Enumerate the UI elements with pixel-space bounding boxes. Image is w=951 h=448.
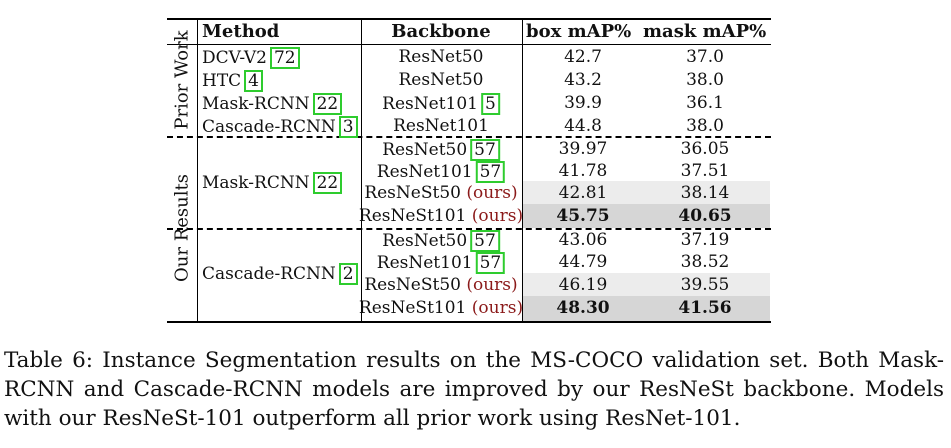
vline-backbone [522,19,523,322]
prior-mask-1: 38.0 [686,70,724,90]
prior-backbone-3: ResNet101 [393,116,489,136]
divider-mask-cascade [167,228,771,230]
cascade-mask-1: 38.52 [680,252,730,272]
table-caption: Table 6: Instance Segmentation results o… [4,348,944,431]
cascade-box-1: 44.79 [558,252,608,272]
prior-box-0: 42.7 [564,47,602,67]
mask-box-3: 45.75 [556,206,610,226]
cascade-mask-0: 37.19 [680,230,730,250]
cascade-rcnn-method: Cascade-RCNN 2 [202,263,358,285]
cascade-backbone-3: ResNeSt101 (ours) [358,298,524,318]
cascade-backbone-1: ResNet101 57 [377,252,506,274]
mask-mask-0: 36.05 [680,139,730,159]
prior-mask-0: 37.0 [686,47,724,67]
citation-link[interactable]: 4 [244,70,263,92]
mask-mask-1: 37.51 [680,161,730,181]
mask-mask-3: 40.65 [678,206,732,226]
mask-backbone-1: ResNet101 57 [377,161,506,183]
mask-rcnn-method: Mask-RCNN 22 [202,172,343,194]
citation-link[interactable]: 5 [480,93,500,115]
citation-link[interactable]: 57 [470,230,500,252]
prior-method-3: Cascade-RCNN 3 [202,116,358,138]
mask-box-2: 42.81 [558,183,608,203]
shade-cascade-resnest50 [522,273,770,296]
prior-backbone-1: ResNet50 [398,70,484,90]
header-box: box mAP% [526,21,632,42]
prior-box-1: 43.2 [564,70,602,90]
cascade-box-2: 46.19 [558,275,608,295]
prior-method-0: DCV-V2 72 [202,47,300,69]
shade-cascade-resnest101 [522,296,770,321]
citation-link[interactable]: 2 [338,263,358,285]
mask-backbone-2: ResNeSt50 (ours) [364,183,518,203]
prior-backbone-0: ResNet50 [398,47,484,67]
citation-link[interactable]: 72 [269,47,300,69]
citation-link[interactable]: 57 [475,161,506,183]
results-table: Prior Work Our Results Method Backbone b… [167,18,771,323]
citation-link[interactable]: 3 [338,116,358,138]
header-mask: mask mAP% [643,21,767,42]
prior-mask-2: 36.1 [686,93,724,113]
prior-method-1: HTC 4 [202,70,263,92]
citation-link[interactable]: 22 [312,93,343,115]
prior-backbone-2: ResNet101 5 [382,93,500,115]
mask-backbone-3: ResNeSt101 (ours) [358,206,524,226]
prior-mask-3: 38.0 [686,116,724,136]
cascade-mask-2: 39.55 [680,275,730,295]
top-rule [167,18,771,20]
prior-box-2: 39.9 [564,93,602,113]
vline-group [197,19,198,322]
mask-backbone-0: ResNet50 57 [382,139,500,161]
vline-method [361,19,362,322]
prior-method-2: Mask-RCNN 22 [202,93,343,115]
cascade-backbone-0: ResNet50 57 [382,230,500,252]
group-label-ours: Our Results [171,174,193,282]
bottom-rule [167,321,771,323]
cascade-box-3: 48.30 [556,298,610,318]
header-rule [167,44,771,45]
group-label-prior: Prior Work [171,30,193,130]
citation-link[interactable]: 57 [475,252,506,274]
header-backbone: Backbone [391,21,491,42]
cascade-backbone-2: ResNeSt50 (ours) [364,275,518,295]
divider-prior-ours [167,136,771,138]
header-method: Method [202,21,280,42]
citation-link[interactable]: 22 [312,172,343,194]
mask-box-0: 39.97 [558,139,608,159]
citation-link[interactable]: 57 [470,139,500,161]
mask-mask-2: 38.14 [680,183,730,203]
shade-mask-resnest50 [522,181,770,204]
prior-box-3: 44.8 [564,116,602,136]
shade-mask-resnest101 [522,204,770,228]
cascade-mask-3: 41.56 [678,298,732,318]
cascade-box-0: 43.06 [558,230,608,250]
mask-box-1: 41.78 [558,161,608,181]
